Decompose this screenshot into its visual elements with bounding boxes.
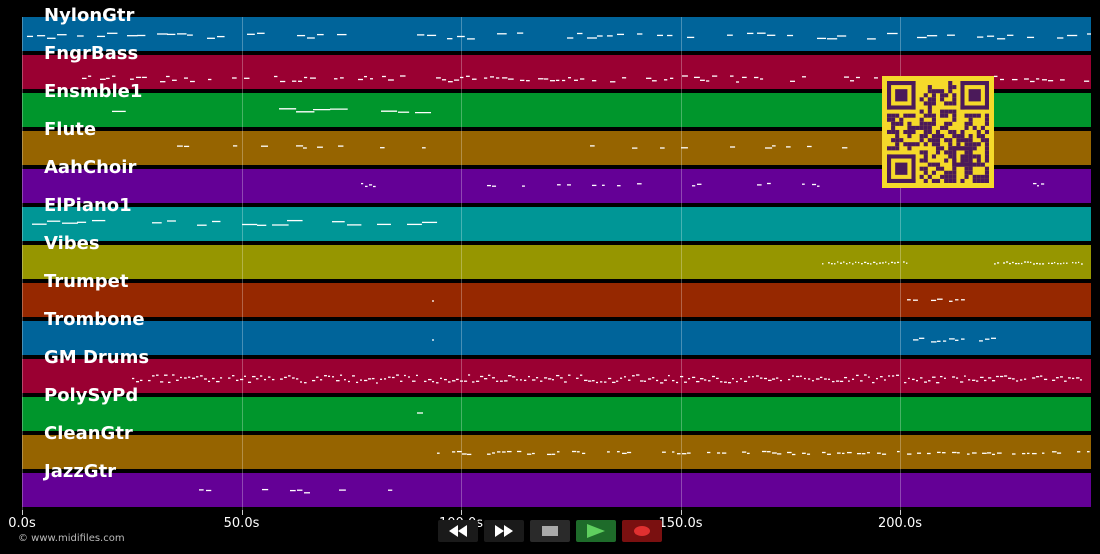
fast-forward-button[interactable] (484, 520, 524, 542)
track-lane (22, 245, 1091, 281)
tick-label: 0.0s (8, 516, 36, 531)
track-lane (22, 207, 1091, 243)
play-icon (587, 524, 605, 538)
track-lane (22, 397, 1091, 433)
track-lane (22, 321, 1091, 357)
track-label: Trumpet (44, 271, 129, 292)
track-label: ElPiano1 (44, 195, 132, 216)
track-label: CleanGtr (44, 423, 133, 444)
track-label: Flute (44, 119, 97, 140)
play-button[interactable] (576, 520, 616, 542)
track-lane (22, 473, 1091, 509)
transport-controls (438, 520, 662, 542)
track-lane (22, 283, 1091, 319)
tick-mark (900, 510, 902, 515)
copyright-text: © www.midifiles.com (18, 533, 125, 544)
stop-button[interactable] (530, 520, 570, 542)
track-label: NylonGtr (44, 5, 135, 26)
track-label: AahChoir (44, 157, 137, 178)
tick-label: 200.0s (878, 516, 923, 531)
track-label: Vibes (44, 233, 100, 254)
track-label: Ensmble1 (44, 81, 143, 102)
track-label: PolySyPd (44, 385, 139, 406)
track-lane (22, 17, 1091, 53)
track-label: JazzGtr (44, 461, 117, 482)
tick-mark (461, 510, 462, 515)
tick-mark (680, 510, 682, 515)
track-label: GM Drums (44, 347, 150, 368)
tick-mark (22, 510, 23, 515)
qr-code-icon[interactable] (882, 76, 994, 188)
track-lane (22, 359, 1091, 395)
stop-icon (542, 526, 558, 536)
record-icon (634, 526, 650, 536)
tick-label: 50.0s (223, 516, 260, 531)
fast-forward-icon (495, 525, 513, 537)
tick-label: 150.0s (658, 516, 703, 531)
track-label: Trombone (44, 309, 145, 330)
record-button[interactable] (622, 520, 662, 542)
tick-mark (241, 510, 243, 515)
rewind-button[interactable] (438, 520, 478, 542)
rewind-icon (449, 525, 467, 537)
track-lane (22, 435, 1091, 471)
track-label: FngrBass (44, 43, 139, 64)
